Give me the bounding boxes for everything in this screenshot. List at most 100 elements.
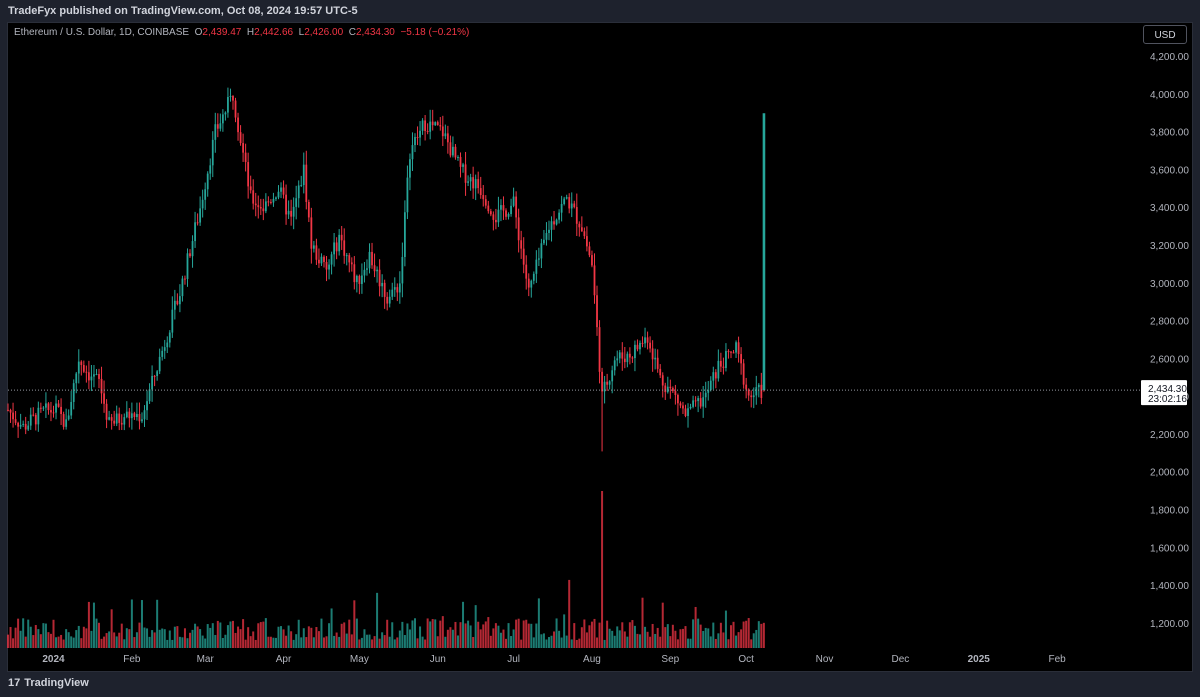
volume-bar <box>747 618 750 648</box>
candle-body <box>608 381 611 385</box>
candle-body <box>229 95 232 98</box>
candle-body <box>358 275 361 284</box>
volume-bar <box>441 616 444 648</box>
volume-bar <box>171 639 174 648</box>
volume-bar <box>512 629 515 648</box>
volume-bar <box>434 619 437 648</box>
volume-bar <box>388 636 391 648</box>
volume-bar <box>49 633 52 648</box>
volume-bar <box>714 638 717 648</box>
candle-body <box>398 283 401 293</box>
candle-body <box>527 278 530 288</box>
candle-body <box>242 143 245 153</box>
candle-body <box>153 375 156 377</box>
volume-bar <box>396 637 399 648</box>
volume-bar <box>34 625 37 648</box>
candle-body <box>575 207 578 224</box>
volume-bar <box>24 636 27 648</box>
volume-bar <box>70 636 73 648</box>
candle-body <box>307 201 310 218</box>
candle-body <box>292 206 295 217</box>
time-axis[interactable]: 2024 Feb Mar Apr May Jun Jul Aug Sep Oct Nov Dec 202… <box>42 654 1066 665</box>
volume-bar <box>429 621 432 648</box>
price-axis[interactable]: 1,200.00 1,400.00 1,600.00 1,800.00 2,000.00… <box>1141 52 1189 630</box>
volume-bar <box>110 609 113 648</box>
candle-body <box>707 390 710 393</box>
candle-body <box>262 208 265 212</box>
volume-bar <box>497 625 500 648</box>
volume-bar <box>408 629 411 648</box>
candle-body <box>704 392 707 398</box>
candle-body <box>214 124 217 140</box>
volume-bar <box>282 629 285 648</box>
candle-body <box>621 352 624 359</box>
candle-body <box>39 407 42 409</box>
volume-bar <box>426 618 429 648</box>
time-tick-label: May <box>350 654 369 665</box>
candle-body <box>535 259 538 274</box>
candle-body <box>416 137 419 139</box>
candle-body <box>209 165 212 174</box>
candle-body <box>403 212 406 257</box>
tradingview-logo[interactable]: 17 TradingView <box>8 677 89 689</box>
candle-body <box>90 376 93 381</box>
volume-bar <box>95 618 98 648</box>
volume-bar <box>100 638 103 648</box>
price-tick-label: 2,600.00 <box>1150 354 1189 365</box>
candle-body <box>161 350 164 357</box>
volume-bar <box>745 620 748 648</box>
candle-body <box>654 357 657 360</box>
volume-bar <box>585 632 588 648</box>
candle-body <box>742 363 745 385</box>
candle-body <box>747 389 750 396</box>
volume-bar <box>482 624 485 648</box>
legend-low-value: 2,426.00 <box>304 27 344 38</box>
candle-body <box>7 409 9 411</box>
volume-bar <box>130 599 133 648</box>
volume-bar <box>606 620 609 648</box>
candle-body <box>70 401 73 416</box>
volume-bar <box>264 618 267 648</box>
candle-body <box>252 190 255 204</box>
volume-bar <box>558 630 561 648</box>
candle-body <box>37 407 40 425</box>
candle-body <box>93 374 95 377</box>
candle-body <box>623 358 626 363</box>
candle-body <box>414 137 416 146</box>
volume-bar <box>335 632 338 648</box>
candle-body <box>267 201 270 203</box>
candle-body <box>606 381 609 385</box>
candle-body <box>272 198 275 203</box>
volume-bar <box>391 622 394 648</box>
volume-bar <box>12 638 15 648</box>
legend-high-value: 2,442.66 <box>254 27 294 38</box>
currency-button[interactable]: USD <box>1143 25 1187 44</box>
volume-bar <box>274 637 277 648</box>
candle-body <box>545 232 548 240</box>
candle-body <box>290 210 293 217</box>
volume-bar <box>762 622 765 648</box>
candle-body <box>497 209 500 223</box>
candle-body <box>103 393 105 404</box>
candle-body <box>237 117 239 133</box>
volume-bar <box>244 639 247 648</box>
candle-body <box>512 196 515 206</box>
time-tick-label: Apr <box>276 654 292 665</box>
volume-bar <box>613 635 616 648</box>
volume-bar <box>697 618 700 648</box>
candle-body <box>550 221 553 230</box>
price-tick-label: 1,800.00 <box>1150 505 1189 516</box>
candle-body <box>674 391 677 395</box>
candle-body <box>158 356 161 372</box>
volume-bar <box>234 632 237 648</box>
volume-bar <box>277 626 280 648</box>
volume-bar <box>320 618 323 648</box>
volume-bar <box>517 618 520 648</box>
volume-bar <box>446 629 449 648</box>
publisher-bar: TradeFyx published on TradingView.com, O… <box>0 0 1200 22</box>
volume-bar <box>618 630 621 648</box>
candle-body <box>32 414 35 416</box>
volume-bar <box>704 627 707 648</box>
volume-bar <box>280 626 283 648</box>
